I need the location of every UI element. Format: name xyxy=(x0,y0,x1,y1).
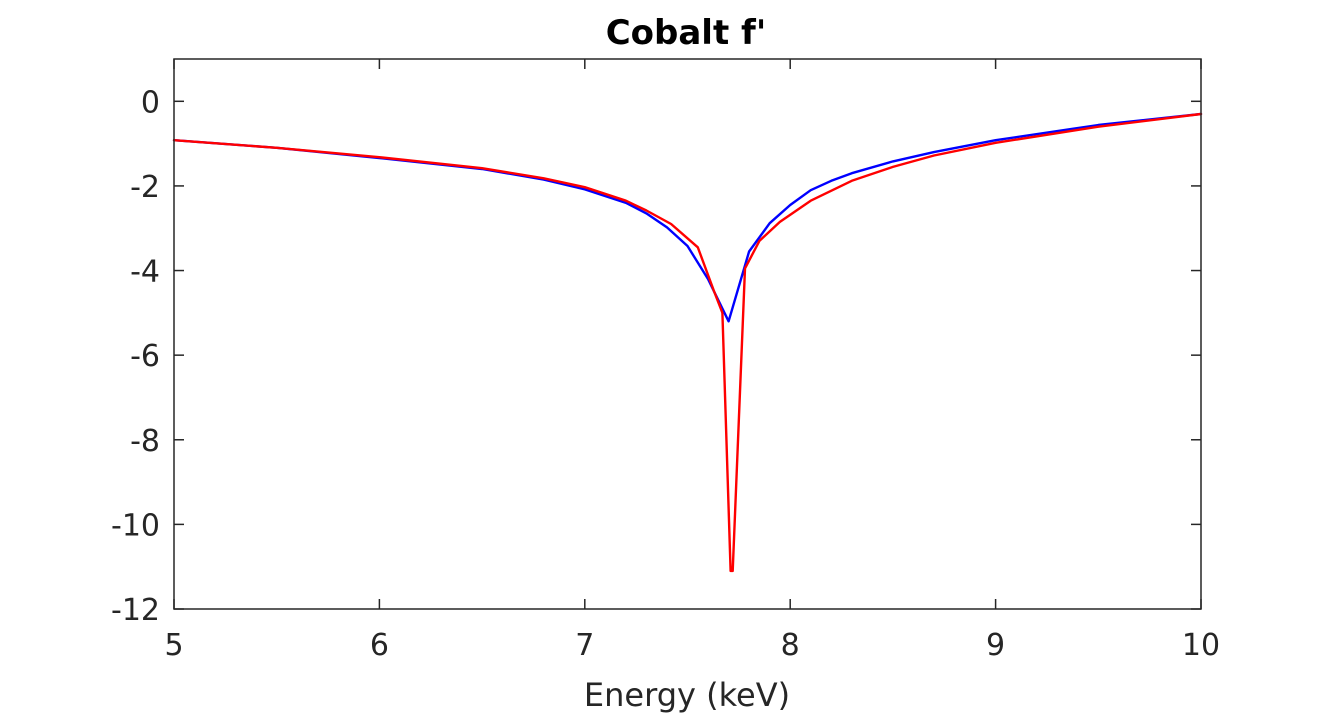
axis-ticks: 5 6 7 8 9 10 0 -2 -4 -6 -8 -10 -12 xyxy=(111,59,1220,663)
y-tick-label: -12 xyxy=(111,593,160,628)
x-tick-label: 6 xyxy=(370,628,389,663)
y-tick-label: 0 xyxy=(141,85,160,120)
series-line-2 xyxy=(172,112,1203,573)
y-tick-label: -8 xyxy=(130,424,160,459)
plot-series xyxy=(172,112,1203,573)
x-tick-label: 7 xyxy=(575,628,594,663)
x-tick-label: 5 xyxy=(164,628,183,663)
x-tick-label: 9 xyxy=(986,628,1005,663)
chart-title: Cobalt f' xyxy=(606,13,767,53)
y-tick-label: -2 xyxy=(130,170,160,205)
y-tick-label: -6 xyxy=(130,339,160,374)
series-line-1 xyxy=(172,112,1203,323)
x-tick-label: 8 xyxy=(781,628,800,663)
y-tick-label: -10 xyxy=(111,508,160,543)
plot-frame xyxy=(173,58,1202,610)
y-tick-label: -4 xyxy=(130,255,160,290)
x-axis-label: Energy (keV) xyxy=(584,676,790,714)
x-tick-label: 10 xyxy=(1182,628,1220,663)
